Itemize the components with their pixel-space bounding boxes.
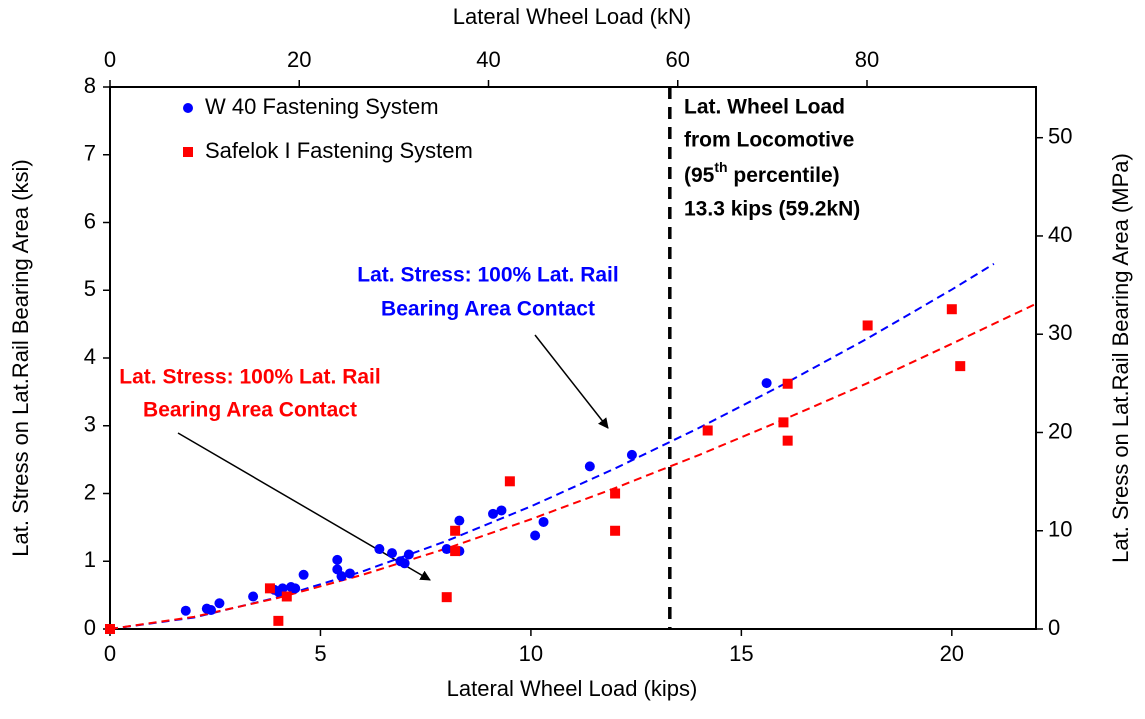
point (530, 530, 541, 541)
x-tick-label: 5 (314, 641, 326, 666)
legend-label: Safelok I Fastening System (205, 138, 473, 163)
y2-tick-label: 20 (1048, 418, 1072, 443)
point (374, 544, 385, 555)
x2-tick-label: 0 (104, 47, 116, 72)
point (538, 516, 549, 527)
point (454, 515, 465, 526)
point (610, 525, 621, 536)
x2-tick-label: 60 (666, 47, 690, 72)
blue-annotation: Bearing Area Contact (381, 298, 595, 321)
y2-axis-label: Lat. Sress on Lat.Rail Bearing Area (MPa… (1108, 153, 1133, 563)
point (387, 548, 398, 559)
point (778, 417, 789, 428)
y-tick-label: 6 (84, 208, 96, 233)
point (206, 605, 217, 616)
point (782, 378, 793, 389)
annotation-line: (95th percentile) (684, 159, 840, 187)
point (782, 435, 793, 446)
trend-line (109, 302, 1037, 630)
locomotive-annotation: Lat. Wheel Load from Locomotive (95th pe… (684, 96, 860, 221)
plot-frame (109, 86, 1037, 630)
point (761, 378, 772, 389)
y-tick-label: 7 (84, 141, 96, 166)
y-axis-label: Lat. Stress on Lat.Rail Bearing Area (ks… (8, 159, 33, 556)
x-tick-label: 15 (729, 641, 753, 666)
point (626, 449, 637, 460)
legend-marker (183, 147, 193, 157)
point (264, 583, 275, 594)
y2-tick-label: 50 (1048, 124, 1072, 149)
point (610, 488, 621, 499)
annotation-line: 13.3 kips (59.2kN) (684, 198, 860, 221)
point (862, 320, 873, 331)
x-tick-label: 10 (519, 641, 543, 666)
point (277, 583, 288, 594)
red-annotation: Bearing Area Contact (143, 399, 357, 422)
point (273, 615, 284, 626)
y2-tick-label: 10 (1048, 517, 1072, 542)
point (946, 304, 957, 315)
point (702, 425, 713, 436)
point (344, 568, 355, 579)
legend-marker (183, 103, 193, 113)
point (584, 461, 595, 472)
point (450, 546, 461, 557)
y-tick-label: 3 (84, 412, 96, 437)
red-annotation: Lat. Stress: 100% Lat. Rail (119, 366, 380, 389)
point (403, 549, 414, 560)
point (180, 605, 191, 616)
point (105, 624, 115, 634)
x-tick-label: 0 (104, 641, 116, 666)
y2-tick-label: 40 (1048, 222, 1072, 247)
x-tick-label: 20 (940, 641, 964, 666)
blue-annotation: Lat. Stress: 100% Lat. Rail (357, 264, 618, 287)
point (504, 476, 515, 487)
point (441, 592, 452, 603)
point (298, 569, 309, 580)
point (336, 571, 347, 582)
point (248, 591, 259, 602)
point (955, 361, 966, 372)
y-tick-label: 1 (84, 547, 96, 572)
x2-tick-label: 20 (287, 47, 311, 72)
legend-label: W 40 Fastening System (205, 94, 439, 119)
y-tick-label: 5 (84, 276, 96, 301)
y2-tick-label: 30 (1048, 320, 1072, 345)
x-axis-label: Lateral Wheel Load (kips) (447, 676, 698, 701)
point (290, 583, 301, 594)
y-tick-label: 4 (84, 344, 96, 369)
annotation-line: from Locomotive (684, 129, 854, 152)
x2-tick-label: 40 (476, 47, 500, 72)
x2-tick-label: 80 (855, 47, 879, 72)
point (332, 554, 343, 565)
point (496, 505, 507, 516)
y2-tick-label: 0 (1048, 615, 1060, 640)
y-tick-label: 8 (84, 73, 96, 98)
point (399, 558, 410, 569)
point (281, 591, 292, 602)
point (488, 508, 499, 519)
annotation-part: (95 (684, 164, 715, 187)
x2-axis-label: Lateral Wheel Load (kN) (453, 4, 691, 29)
point (214, 598, 225, 609)
point (441, 544, 452, 555)
annotation-line: Lat. Wheel Load (684, 96, 845, 119)
y-tick-label: 2 (84, 479, 96, 504)
point (450, 525, 461, 536)
annotation-sup: th (714, 159, 727, 175)
arrow (534, 334, 609, 429)
annotation-part: percentile) (728, 164, 840, 187)
y-tick-label: 0 (84, 615, 96, 640)
